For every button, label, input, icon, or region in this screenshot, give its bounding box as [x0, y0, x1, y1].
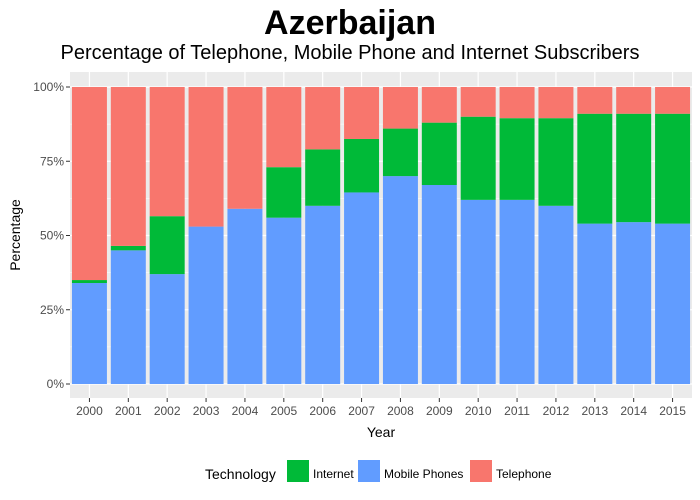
x-axis-label: Year: [367, 424, 396, 440]
bar-mobile-phones-2007: [344, 192, 380, 384]
y-tick-label: 100%: [33, 80, 64, 94]
bar-internet-2001: [110, 245, 146, 251]
bar-mobile-phones-2012: [538, 205, 574, 384]
bar-telephone-2012: [538, 87, 574, 119]
bar-internet-2012: [538, 118, 574, 206]
x-tick-label: 2005: [270, 404, 297, 418]
bar-internet-2014: [616, 113, 652, 223]
bar-mobile-phones-2002: [149, 274, 185, 384]
bar-internet-2013: [577, 113, 613, 224]
bar-mobile-phones-2001: [110, 250, 146, 384]
bar-telephone-2001: [110, 87, 146, 246]
legend-label-telephone: Telephone: [496, 467, 552, 481]
bar-telephone-2010: [460, 87, 496, 117]
bar-mobile-phones-2014: [616, 222, 652, 384]
x-tick-label: 2009: [426, 404, 453, 418]
x-tick-label: 2000: [76, 404, 103, 418]
bar-telephone-2014: [616, 87, 652, 114]
y-axis-label: Percentage: [7, 199, 23, 271]
bar-telephone-2002: [149, 87, 185, 217]
bar-telephone-2015: [655, 87, 691, 114]
x-tick-label: 2015: [659, 404, 686, 418]
bar-mobile-phones-2003: [188, 226, 224, 384]
bar-mobile-phones-2010: [460, 199, 496, 384]
bar-mobile-phones-2008: [382, 176, 418, 384]
legend-swatch-mobile-phones: [358, 460, 380, 482]
bar-internet-2010: [460, 116, 496, 200]
bar-internet-2005: [266, 167, 302, 218]
bar-internet-2007: [344, 138, 380, 193]
x-tick-label: 2013: [581, 404, 608, 418]
bar-telephone-2003: [188, 87, 224, 227]
bar-internet-2006: [305, 149, 341, 206]
x-tick-label: 2003: [193, 404, 220, 418]
y-tick-label: 25%: [40, 303, 64, 317]
x-tick-label: 2001: [115, 404, 142, 418]
x-tick-label: 2008: [387, 404, 414, 418]
legend-swatch-internet: [287, 460, 309, 482]
x-tick-label: 2004: [232, 404, 259, 418]
bar-internet-2009: [421, 122, 457, 186]
bar-mobile-phones-2009: [421, 185, 457, 384]
bar-telephone-2000: [71, 87, 107, 281]
x-tick-label: 2012: [543, 404, 570, 418]
chart-title: Azerbaijan: [264, 4, 436, 42]
bar-mobile-phones-2015: [655, 223, 691, 384]
bar-internet-2002: [149, 216, 185, 275]
bar-telephone-2013: [577, 87, 613, 114]
y-tick-label: 0%: [47, 377, 65, 391]
bar-mobile-phones-2005: [266, 217, 302, 384]
bar-telephone-2008: [382, 87, 418, 129]
y-tick-label: 50%: [40, 229, 64, 243]
bar-mobile-phones-2006: [305, 205, 341, 384]
legend-title: Technology: [205, 466, 276, 482]
x-tick-label: 2006: [309, 404, 336, 418]
x-tick-label: 2010: [465, 404, 492, 418]
bar-telephone-2011: [499, 87, 535, 119]
bar-mobile-phones-2013: [577, 223, 613, 384]
legend-label-internet: Internet: [313, 467, 354, 481]
bar-mobile-phones-2000: [71, 283, 107, 384]
legend-label-mobile-phones: Mobile Phones: [384, 467, 463, 481]
chart-subtitle: Percentage of Telephone, Mobile Phone an…: [60, 42, 640, 64]
x-tick-label: 2011: [504, 404, 530, 418]
bar-internet-2015: [655, 113, 691, 224]
bar-telephone-2006: [305, 87, 341, 150]
bar-telephone-2004: [227, 87, 263, 209]
bar-internet-2000: [71, 280, 107, 284]
bar-telephone-2005: [266, 87, 302, 168]
y-tick-label: 75%: [40, 154, 64, 168]
bar-mobile-phones-2004: [227, 208, 263, 384]
bar-telephone-2007: [344, 87, 380, 139]
x-tick-label: 2007: [348, 404, 375, 418]
legend-swatch-telephone: [470, 460, 492, 482]
x-tick-label: 2002: [154, 404, 181, 418]
bar-internet-2011: [499, 118, 535, 200]
x-tick-label: 2014: [620, 404, 647, 418]
bar-internet-2008: [382, 128, 418, 177]
bar-telephone-2009: [421, 87, 457, 123]
bar-mobile-phones-2011: [499, 199, 535, 384]
